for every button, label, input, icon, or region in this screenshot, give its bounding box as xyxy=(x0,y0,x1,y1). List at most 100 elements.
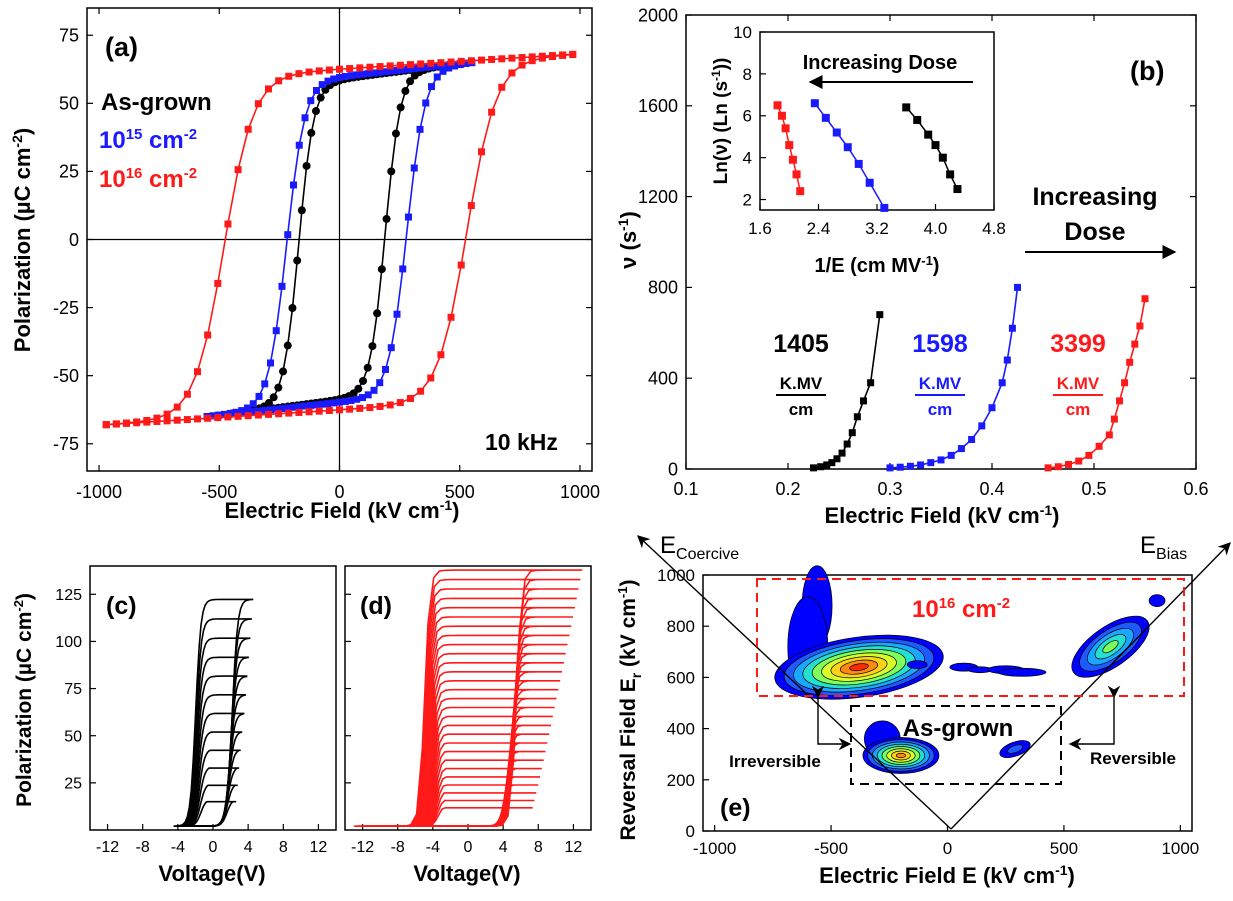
data-point xyxy=(853,413,861,421)
data-point xyxy=(488,55,496,63)
x-tick-label: 0 xyxy=(464,839,473,856)
data-point xyxy=(295,141,303,149)
data-point xyxy=(316,93,325,102)
data-point xyxy=(823,461,831,469)
data-point xyxy=(353,71,361,79)
y-tick-label: 2 xyxy=(743,190,752,209)
minor-loop xyxy=(177,656,249,827)
forc-density-peak-as-grown xyxy=(895,752,907,759)
data-point xyxy=(123,419,131,427)
region-label-as-grown: As-grown xyxy=(903,715,1014,742)
data-point xyxy=(902,103,911,112)
data-point xyxy=(226,409,234,417)
x-tick-label: -8 xyxy=(136,839,150,856)
y-tick-label: -75 xyxy=(53,434,79,454)
data-point xyxy=(336,406,343,414)
x-tick-label: 2.4 xyxy=(807,219,831,238)
data-point xyxy=(917,461,925,469)
data-point xyxy=(773,101,782,110)
activation-unit-bottom-as-grown: cm xyxy=(789,400,814,419)
data-point xyxy=(427,59,435,67)
data-point xyxy=(781,124,790,133)
y-tick-label: 1600 xyxy=(638,96,678,116)
minor-loop xyxy=(353,569,583,827)
data-point xyxy=(410,65,418,73)
activation-unit-top-1e16: K.MV xyxy=(1057,374,1100,393)
data-point xyxy=(865,178,874,187)
data-point xyxy=(347,72,355,80)
data-point xyxy=(364,391,372,399)
data-point xyxy=(278,282,286,290)
panel-b-xlabel: Electric Field (kV cm-1) xyxy=(825,502,1060,528)
y-tick-label: 1000 xyxy=(657,566,695,585)
y-tick-label: 200 xyxy=(667,771,695,790)
increasing-dose-text-2: Dose xyxy=(1064,218,1125,246)
data-point xyxy=(324,77,332,85)
x-tick-label: 0.1 xyxy=(673,479,698,499)
data-point xyxy=(284,404,292,412)
data-point xyxy=(255,407,263,415)
data-point xyxy=(437,59,445,67)
region-box-1e16 xyxy=(756,578,1185,697)
data-point xyxy=(307,97,315,105)
data-point xyxy=(234,166,242,174)
data-point xyxy=(447,313,455,321)
x-tick-label: 8 xyxy=(279,839,288,856)
x-tick-label: 0.3 xyxy=(877,479,902,499)
data-point xyxy=(1014,283,1021,291)
data-point xyxy=(924,130,933,139)
data-point xyxy=(232,408,240,416)
data-point xyxy=(288,304,297,313)
minor-loop xyxy=(385,724,551,827)
data-point xyxy=(382,365,390,373)
data-point xyxy=(295,408,303,416)
data-point xyxy=(406,395,414,403)
panel-e-label: (e) xyxy=(720,794,751,822)
data-point xyxy=(266,406,274,414)
panel-c-plot xyxy=(173,598,254,827)
data-point xyxy=(880,203,889,212)
data-point xyxy=(906,462,914,470)
reversible-label: Reversible xyxy=(1090,749,1176,768)
data-point xyxy=(498,55,506,63)
data-point xyxy=(433,62,441,70)
minor-loop xyxy=(359,597,577,827)
minor-loop xyxy=(174,618,252,827)
forc-density-streak xyxy=(906,660,928,669)
panel-c-ylabel: Polarization (µC cm-2) xyxy=(11,593,36,807)
data-point xyxy=(848,429,856,437)
data-point xyxy=(272,405,280,413)
data-point xyxy=(254,100,262,108)
data-point xyxy=(307,401,315,409)
data-point xyxy=(133,418,141,426)
data-point xyxy=(1085,451,1093,459)
data-point xyxy=(792,170,801,179)
data-point xyxy=(376,68,384,76)
forc-density-peak-small xyxy=(1007,744,1023,754)
reversible-arrow xyxy=(1068,685,1121,751)
data-point xyxy=(325,407,333,415)
data-point xyxy=(312,401,320,409)
data-point xyxy=(988,404,996,412)
x-tick-label: 1.6 xyxy=(748,219,772,238)
inset-xlabel: 1/E (cm MV-1) xyxy=(815,253,940,277)
minor-loop xyxy=(173,598,254,827)
data-point xyxy=(370,386,378,394)
data-point xyxy=(387,344,395,352)
data-point xyxy=(832,128,841,137)
data-point xyxy=(265,410,273,418)
annotation-frequency: 10 kHz xyxy=(485,429,558,455)
data-point xyxy=(112,420,120,428)
x-tick-label: 12 xyxy=(310,839,328,856)
data-point xyxy=(387,167,396,176)
data-point xyxy=(377,265,386,274)
data-point xyxy=(293,256,302,265)
panel-d-label: (d) xyxy=(360,592,392,620)
data-point xyxy=(194,415,202,423)
panel-b-label: (b) xyxy=(1130,56,1164,86)
data-point xyxy=(393,66,401,74)
x-tick-label: 0.5 xyxy=(1081,479,1106,499)
data-point xyxy=(833,455,841,463)
data-point xyxy=(1110,415,1118,423)
data-point xyxy=(266,359,274,367)
